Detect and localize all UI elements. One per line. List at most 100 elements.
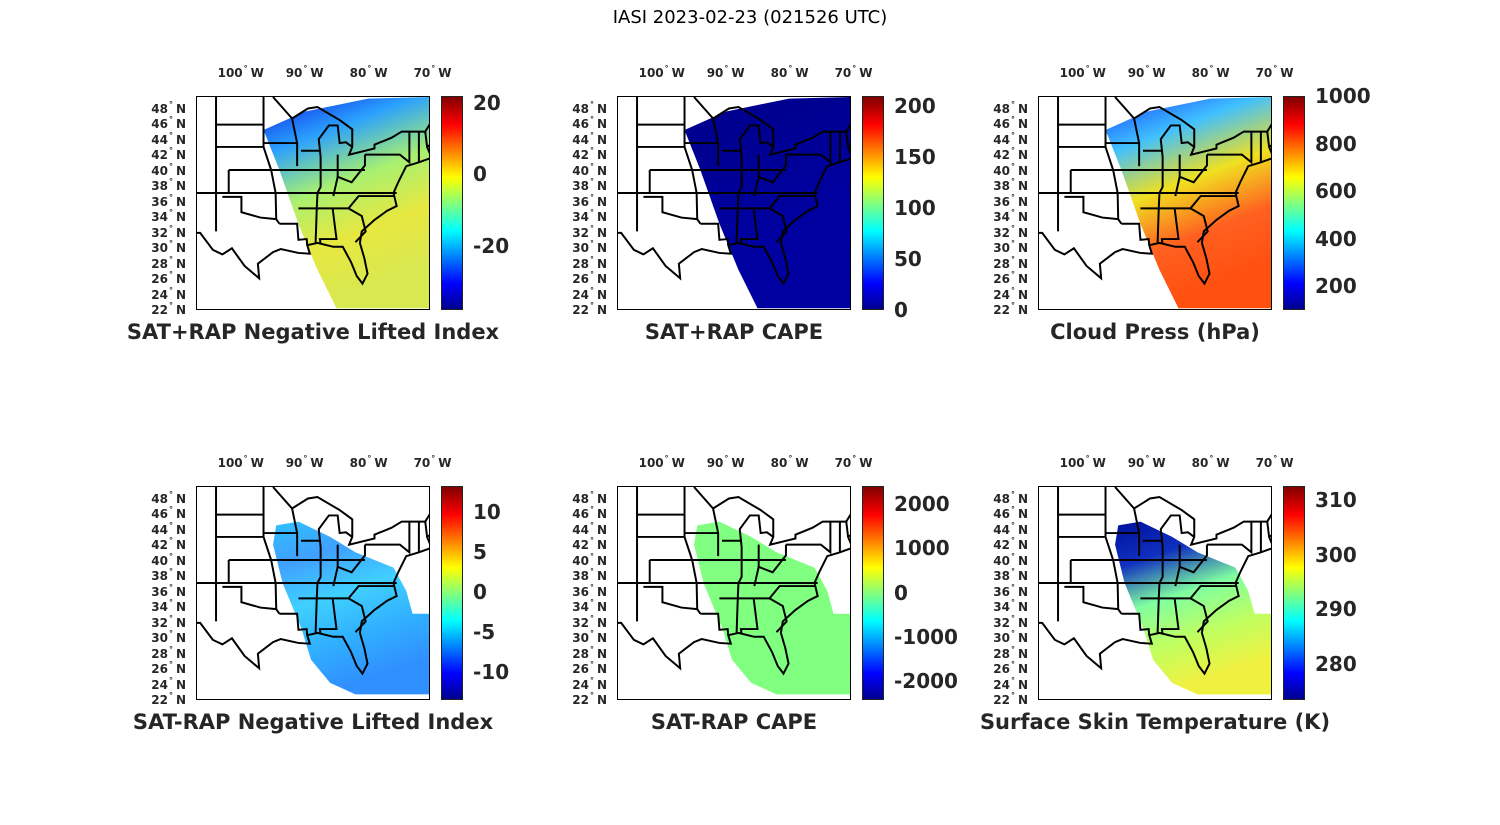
state-boundary (279, 612, 309, 636)
map-panel: 100° W 90° W 80° W 70° W 48° N 46° N 44° N 42° N 40° N 38°… (993, 64, 1370, 344)
lat-tick-label: 46° N (151, 505, 186, 521)
lat-value: 32 (993, 225, 1010, 240)
lon-value: 80 (770, 456, 788, 470)
lat-tick-label: 36° N (572, 193, 607, 209)
lat-tick-label: 30° N (572, 629, 607, 645)
lat-hemisphere: N (1017, 615, 1028, 630)
lat-tick-label: 24° N (151, 676, 186, 692)
degree-symbol: ° (589, 644, 594, 654)
state-boundary (683, 487, 702, 615)
lon-tick-label: 90° W (1128, 454, 1166, 470)
degree-symbol: ° (1010, 208, 1015, 218)
degree-symbol: ° (1085, 64, 1090, 73)
state-boundary (845, 131, 850, 148)
lat-value: 36 (151, 584, 168, 599)
state-boundary (700, 612, 730, 636)
degree-symbol: ° (1010, 582, 1015, 592)
lon-hemisphere: W (795, 456, 809, 470)
lat-value: 26 (572, 272, 589, 287)
state-boundary (262, 97, 281, 225)
lat-value: 26 (572, 662, 589, 677)
state-boundary (364, 521, 411, 555)
lat-value: 38 (993, 569, 1010, 584)
lon-tick-label: 80° W (350, 64, 388, 80)
lat-tick-label: 48° N (993, 100, 1028, 116)
lon-hemisphere: W (859, 66, 873, 80)
colorbar-tick-label: 0 (473, 162, 487, 187)
lat-hemisphere: N (1017, 163, 1028, 178)
degree-symbol: ° (168, 660, 173, 670)
lat-tick-label: 38° N (993, 177, 1028, 193)
lat-tick-label: 42° N (993, 536, 1028, 552)
lat-tick-label: 32° N (151, 614, 186, 630)
colorbar-tick-label: 200 (1315, 274, 1357, 299)
lat-tick-label: 28° N (993, 645, 1028, 661)
degree-symbol: ° (1273, 64, 1278, 73)
degree-symbol: ° (1010, 551, 1015, 561)
state-boundary (1266, 131, 1271, 148)
lat-hemisphere: N (596, 662, 607, 677)
lat-value: 28 (572, 646, 589, 661)
lat-hemisphere: N (596, 507, 607, 522)
degree-symbol: ° (852, 64, 857, 73)
colorbar-tick-label: 1000 (894, 536, 950, 561)
lat-tick-label: 24° N (572, 676, 607, 692)
lat-hemisphere: N (175, 148, 186, 163)
lat-hemisphere: N (1017, 210, 1028, 225)
lat-value: 38 (993, 179, 1010, 194)
map-axes (617, 486, 851, 700)
degree-symbol: ° (168, 598, 173, 608)
lat-hemisphere: N (1017, 600, 1028, 615)
lon-value: 100 (217, 66, 243, 80)
lat-tick-label: 32° N (993, 614, 1028, 630)
degree-symbol: ° (367, 64, 372, 73)
lat-tick-label: 38° N (151, 567, 186, 583)
lon-hemisphere: W (374, 456, 388, 470)
lat-value: 24 (572, 287, 589, 302)
lat-hemisphere: N (596, 615, 607, 630)
degree-symbol: ° (168, 629, 173, 639)
colorbar-tick-label: 5 (473, 540, 487, 565)
lat-hemisphere: N (1017, 132, 1028, 147)
degree-symbol: ° (1010, 675, 1015, 685)
lat-hemisphere: N (175, 600, 186, 615)
degree-symbol: ° (724, 64, 729, 73)
degree-symbol: ° (852, 454, 857, 463)
state-boundary (1121, 612, 1151, 636)
state-boundary (1104, 487, 1123, 615)
lon-hemisphere: W (438, 66, 452, 80)
lat-hemisphere: N (596, 522, 607, 537)
colorbar (441, 96, 463, 310)
lat-value: 34 (572, 210, 589, 225)
degree-symbol: ° (168, 489, 173, 499)
lat-hemisphere: N (1017, 569, 1028, 584)
lon-tick-label: 70° W (1256, 454, 1294, 470)
state-boundary (222, 585, 277, 611)
lon-tick-label: 80° W (771, 454, 809, 470)
degree-symbol: ° (589, 192, 594, 202)
degree-symbol: ° (168, 644, 173, 654)
lon-hemisphere: W (731, 456, 745, 470)
lat-tick-label: 32° N (993, 224, 1028, 240)
lon-tick-label: 70° W (414, 454, 452, 470)
lon-tick-label: 70° W (1256, 64, 1294, 80)
lat-hemisphere: N (1017, 241, 1028, 256)
state-boundary (1160, 598, 1180, 635)
lon-value: 100 (1059, 456, 1085, 470)
lat-tick-label: 34° N (572, 598, 607, 614)
lon-hemisphere: W (250, 456, 264, 470)
colorbar-tick-label: -1000 (894, 624, 958, 649)
state-boundary (757, 544, 787, 574)
great-lakes-outline (1159, 124, 1195, 158)
great-lakes-outline (317, 124, 353, 158)
figure-title: IASI 2023-02-23 (021526 UTC) (612, 7, 888, 28)
lon-value: 70 (1255, 456, 1273, 470)
lat-hemisphere: N (596, 287, 607, 302)
lat-hemisphere: N (175, 194, 186, 209)
colorbar (1283, 486, 1305, 700)
lat-tick-label: 46° N (572, 115, 607, 131)
lat-value: 24 (151, 287, 168, 302)
coastline (197, 97, 429, 286)
lat-value: 22 (151, 693, 168, 708)
lat-hemisphere: N (1017, 646, 1028, 661)
